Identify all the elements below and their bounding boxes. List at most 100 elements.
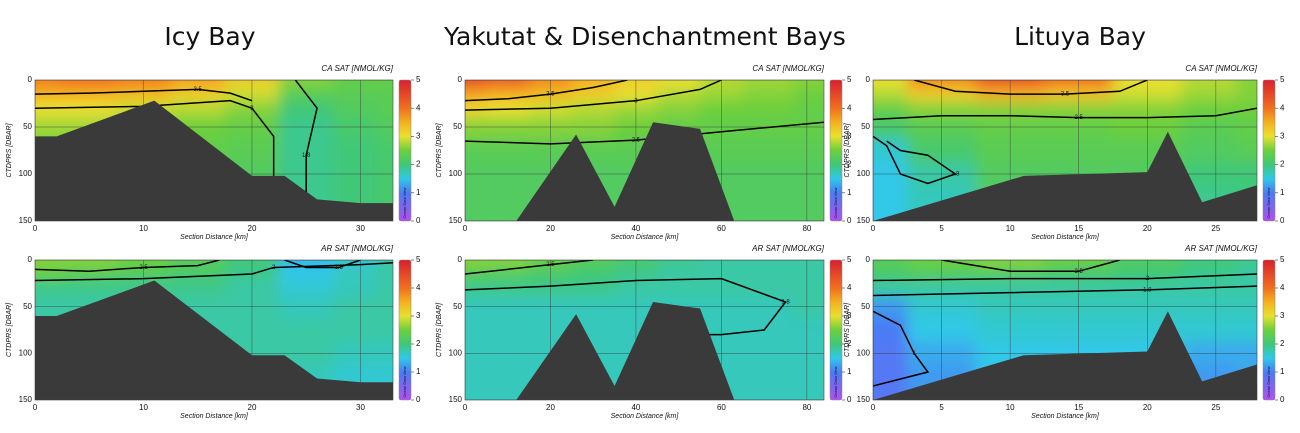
field-cell bbox=[742, 209, 795, 221]
field-cell bbox=[465, 80, 487, 88]
x-tick-label: 0 bbox=[871, 224, 876, 233]
colorbar-tick-label: 0 bbox=[847, 216, 852, 225]
colorbar-tick-label: 0 bbox=[1280, 395, 1285, 404]
field-cell bbox=[1044, 260, 1114, 268]
field-cell bbox=[873, 185, 908, 210]
field-cell bbox=[700, 101, 744, 119]
colorbar-tick-label: 4 bbox=[416, 283, 421, 292]
x-tick-label: 30 bbox=[356, 224, 365, 233]
colorbar-tick-label: 3 bbox=[847, 311, 852, 320]
colorbar-tick-label: 0 bbox=[847, 395, 852, 404]
field-cell bbox=[975, 101, 1045, 119]
y-tick-label: 150 bbox=[19, 395, 33, 404]
contour-label: 1 bbox=[912, 351, 916, 357]
y-tick-label: 50 bbox=[861, 302, 870, 311]
seafloor bbox=[873, 131, 1257, 221]
colorbar-label: Ocean Data View bbox=[833, 187, 838, 218]
field-cell bbox=[486, 318, 530, 343]
field-cell bbox=[794, 341, 824, 366]
field-cell bbox=[1236, 117, 1257, 140]
field-cell bbox=[1181, 80, 1237, 88]
field-cell bbox=[1181, 138, 1237, 163]
contour-line bbox=[913, 80, 1148, 95]
contour-label: 1.5 bbox=[335, 265, 344, 271]
x-tick-label: 10 bbox=[1006, 403, 1015, 412]
field-cell bbox=[907, 80, 977, 88]
y-tick-label: 0 bbox=[28, 255, 33, 264]
field-cell bbox=[1181, 318, 1237, 343]
x-tick-label: 40 bbox=[631, 403, 640, 412]
field-cell bbox=[700, 281, 744, 298]
colorbar-tick-label: 2 bbox=[847, 339, 852, 348]
field-cell bbox=[62, 260, 117, 268]
field-cell bbox=[279, 297, 334, 319]
colorbar bbox=[1262, 79, 1276, 222]
field-cell bbox=[614, 260, 658, 268]
field: 3.5 2.5 1.8 bbox=[873, 80, 1257, 221]
field-cell bbox=[1113, 117, 1183, 140]
field-cell bbox=[1044, 318, 1114, 343]
contour-line bbox=[465, 277, 787, 336]
field-cell bbox=[279, 80, 334, 88]
field-cell bbox=[742, 297, 795, 319]
panel-title: CA SAT [NMOL/KG] bbox=[752, 64, 824, 73]
x-axis-label: Section Distance [km] bbox=[1031, 413, 1100, 420]
field-cell bbox=[1236, 281, 1257, 298]
field-cell bbox=[873, 318, 908, 343]
contour-label: 2.5 bbox=[1075, 115, 1084, 121]
field-cell bbox=[1181, 87, 1237, 102]
contour-line bbox=[465, 80, 628, 102]
field-cell bbox=[486, 341, 530, 366]
colorbar-tick-label: 0 bbox=[416, 216, 421, 225]
field-cell bbox=[62, 87, 117, 102]
field-cell bbox=[873, 117, 908, 140]
field-cell bbox=[657, 267, 701, 282]
plot-frame bbox=[872, 259, 1258, 401]
field-cell bbox=[614, 80, 658, 88]
field-cell bbox=[571, 267, 616, 282]
field-cell bbox=[333, 297, 378, 319]
field-cell bbox=[1181, 281, 1237, 298]
field-cell bbox=[35, 260, 63, 268]
field-cell bbox=[742, 101, 795, 119]
field-cell bbox=[62, 80, 117, 88]
field-cell bbox=[907, 117, 977, 140]
field-cell bbox=[1236, 138, 1257, 163]
field-cell bbox=[1113, 260, 1183, 268]
colorbar bbox=[829, 79, 843, 222]
field-cell bbox=[376, 162, 393, 187]
plot-frame bbox=[34, 79, 394, 222]
x-tick-label: 40 bbox=[631, 224, 640, 233]
y-tick-label: 0 bbox=[866, 75, 871, 84]
field-cell bbox=[907, 101, 977, 119]
field-cell bbox=[794, 281, 824, 298]
y-axis-label: CTDPRS [DBAR] bbox=[844, 302, 851, 357]
field-cell bbox=[742, 138, 795, 163]
x-axis-label: Section Distance [km] bbox=[1031, 234, 1100, 241]
field-cell bbox=[116, 87, 172, 102]
y-tick-label: 100 bbox=[449, 169, 463, 178]
field-cell bbox=[657, 281, 701, 298]
field-cell bbox=[1181, 117, 1237, 140]
contour-label: 3.5 bbox=[1061, 92, 1070, 98]
contour-line bbox=[35, 262, 393, 282]
field-cell bbox=[742, 80, 795, 88]
field-cell bbox=[486, 185, 530, 210]
field-cell bbox=[975, 260, 1045, 268]
colorbar-tick-label: 4 bbox=[847, 283, 852, 292]
field-cell bbox=[376, 101, 393, 119]
field-cell bbox=[794, 365, 824, 389]
x-tick-label: 5 bbox=[939, 224, 944, 233]
field-cell bbox=[907, 260, 977, 268]
seafloor bbox=[465, 302, 824, 400]
field-cell bbox=[571, 80, 616, 88]
field-cell bbox=[742, 341, 795, 366]
contour-label: 1.8 bbox=[781, 300, 790, 306]
field: 3.5 3 2.5 bbox=[465, 80, 824, 221]
field-cell bbox=[486, 388, 530, 400]
x-tick-label: 0 bbox=[871, 403, 876, 412]
y-tick-label: 150 bbox=[449, 216, 463, 225]
y-tick-label: 50 bbox=[453, 122, 462, 131]
colorbar bbox=[1262, 259, 1276, 401]
